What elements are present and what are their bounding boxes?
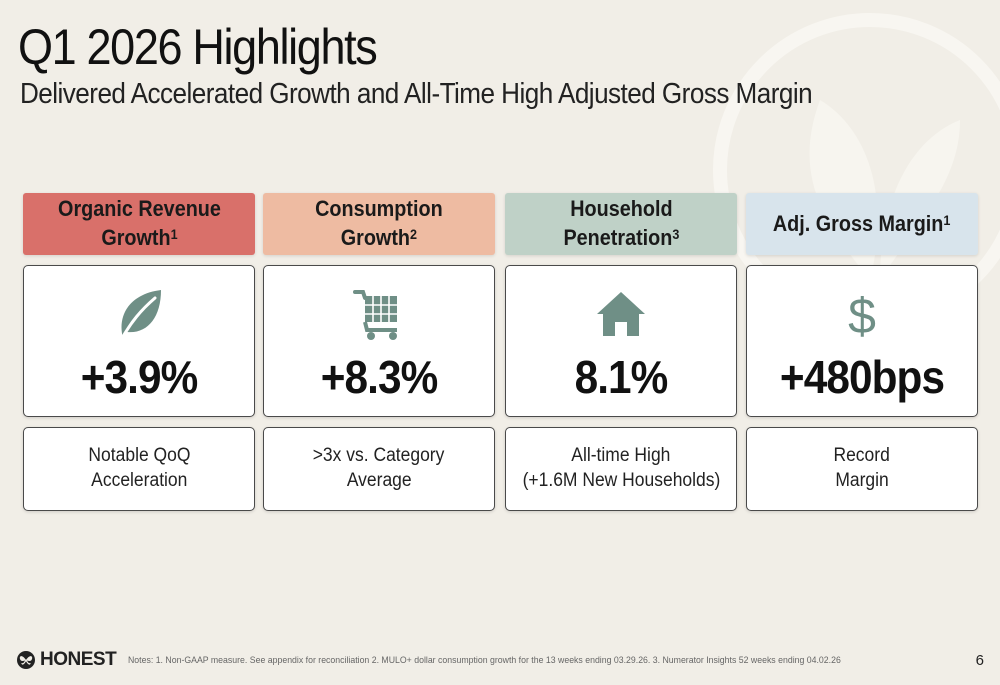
metric-value: 8.1% — [574, 351, 669, 403]
page-number: 6 — [975, 652, 984, 669]
brand-name: HONEST — [40, 649, 117, 670]
description-box: Record Margin — [746, 427, 978, 511]
metric-value: +480bps — [779, 351, 945, 403]
footnote-marker: 2 — [410, 226, 418, 242]
description-line2: (+1.6M New Households) — [522, 470, 720, 491]
svg-text:$: $ — [848, 288, 876, 342]
card-header: Adj. Gross Margin1 — [746, 193, 978, 255]
card-header: Consumption Growth2 — [263, 193, 495, 255]
card-header-line1: Household — [569, 196, 673, 222]
card-header-line1: Consumption — [315, 196, 443, 222]
card-organic-revenue: Organic Revenue Growth1 +3.9% Notable Qo… — [23, 193, 255, 511]
card-header: Organic Revenue Growth1 — [23, 193, 255, 255]
card-header-line1: Adj. Gross Margin — [773, 210, 944, 236]
cart-icon — [353, 290, 397, 340]
description-line2: Average — [346, 470, 412, 491]
page-subtitle: Delivered Accelerated Growth and All-Tim… — [20, 78, 813, 110]
description-line1: Record — [833, 445, 891, 467]
card-header-line2: Penetration — [563, 225, 672, 250]
description-box: All-time High (+1.6M New Households) — [505, 427, 737, 511]
description-line1: All-time High — [571, 445, 671, 467]
card-consumption-growth: Consumption Growth2 +8.3% >3x vs. Catego… — [263, 193, 495, 511]
description-line2: Acceleration — [90, 470, 188, 491]
brand-logo: HONEST — [16, 649, 117, 671]
description-line2: Margin — [835, 470, 889, 491]
footnote-marker: 3 — [671, 226, 679, 242]
card-header-line2: Growth — [340, 225, 411, 250]
metric-box: $ +480bps — [746, 265, 978, 417]
leaf-icon — [119, 290, 161, 342]
footnote-marker: 1 — [170, 226, 178, 242]
description-box: Notable QoQ Acceleration — [23, 427, 255, 511]
footnote-marker: 1 — [943, 211, 951, 228]
metric-box: 8.1% — [505, 265, 737, 417]
description-line1: >3x vs. Category — [313, 445, 445, 467]
house-icon — [597, 292, 645, 336]
card-adj-gross-margin: Adj. Gross Margin1 $ +480bps Record Marg… — [746, 193, 978, 511]
butterfly-icon — [17, 651, 35, 669]
metric-value: +8.3% — [320, 351, 439, 403]
card-header: Household Penetration3 — [505, 193, 737, 255]
footer: HONEST Notes: 1. Non-GAAP measure. See a… — [16, 649, 903, 671]
description-box: >3x vs. Category Average — [263, 427, 495, 511]
metric-box: +3.9% — [23, 265, 255, 417]
footnotes: Notes: 1. Non-GAAP measure. See appendix… — [128, 654, 842, 666]
card-header-line1: Organic Revenue — [57, 196, 221, 222]
dollar-icon: $ — [848, 288, 876, 342]
metric-box: +8.3% — [263, 265, 495, 417]
page-title: Q1 2026 Highlights — [18, 19, 378, 75]
card-household-penetration: Household Penetration3 8.1% All-time Hig… — [505, 193, 737, 511]
description-line1: Notable QoQ — [87, 445, 191, 467]
metric-value: +3.9% — [80, 351, 199, 403]
card-header-line2: Growth — [100, 225, 171, 250]
